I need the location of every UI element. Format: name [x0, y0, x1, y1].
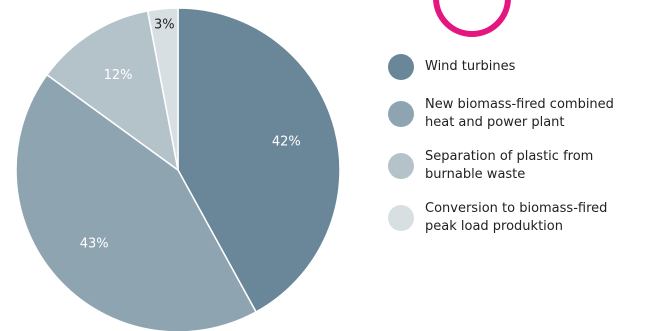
- legend: Wind turbines New biomass-fired combined…: [388, 54, 644, 252]
- slice-value-label-biomass-chp: 43%: [80, 236, 109, 251]
- legend-label-plastic-separation: Separation of plastic from burnable wast…: [425, 149, 594, 182]
- legend-item-wind-turbines: Wind turbines: [388, 54, 644, 80]
- legend-swatch-plastic-separation: [388, 153, 414, 179]
- slice-value-label-plastic-separation: 12%: [104, 68, 133, 83]
- legend-swatch-biomass-chp: [388, 101, 414, 127]
- legend-label-wind-turbines: Wind turbines: [425, 59, 516, 74]
- legend-swatch-peak-load: [388, 205, 414, 231]
- legend-item-peak-load: Conversion to biomass-fired peak load pr…: [388, 200, 644, 236]
- pie-slice-labels: 42% 43% 12% 3%: [80, 17, 301, 251]
- pie-slice-wind-turbines: [177, 7, 341, 313]
- pie-slice-peak-load: [146, 7, 179, 171]
- slice-value-label-peak-load: 3%: [154, 17, 175, 32]
- legend-item-biomass-chp: New biomass-fired combined heat and powe…: [388, 96, 644, 132]
- accent-circle-shape: [433, 0, 511, 37]
- pie-slices: [15, 7, 341, 331]
- legend-label-peak-load: Conversion to biomass-fired peak load pr…: [425, 201, 608, 234]
- legend-swatch-wind-turbines: [388, 54, 414, 80]
- slice-value-label-wind-turbines: 42%: [272, 135, 301, 150]
- pie-slice-plastic-separation: [45, 9, 180, 172]
- legend-label-biomass-chp: New biomass-fired combined heat and powe…: [425, 97, 614, 130]
- legend-item-plastic-separation: Separation of plastic from burnable wast…: [388, 148, 644, 184]
- pie-slice-biomass-chp: [15, 73, 258, 331]
